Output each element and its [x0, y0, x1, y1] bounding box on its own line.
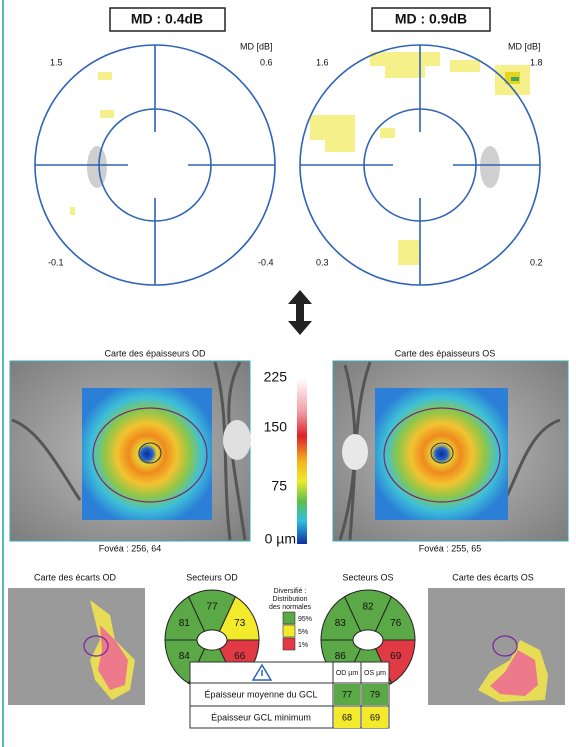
blind-spot [480, 146, 500, 188]
legend: Diversifié : Distribution des normales 9… [269, 588, 312, 650]
sector-value: 69 [390, 651, 402, 662]
sector-value: 66 [234, 651, 246, 662]
md-title: MD : 0.9dB [395, 11, 467, 27]
sector-value: 77 [206, 602, 218, 613]
thickness-map-od: Carte des épaisseurs OD Fovéa : 256, 64 [10, 348, 251, 553]
scale-label: 75 [271, 478, 287, 494]
legend-title: des normales [269, 604, 312, 611]
unit: MD [dB] [240, 41, 273, 51]
fovea: Fovéa : 255, 65 [419, 543, 482, 553]
legend-label: 1% [298, 642, 308, 649]
scale-label: 225 [264, 369, 288, 385]
legend-swatch [283, 638, 295, 650]
quadrant-md: 0.2 [530, 257, 543, 267]
quadrant-md: 0.6 [260, 57, 273, 67]
map-title: Carte des écarts OS [452, 572, 534, 582]
link-arrow [288, 290, 312, 335]
legend-title: Diversifié : [274, 588, 307, 595]
row-label: Épaisseur moyenne du GCL [204, 689, 317, 699]
column-header: OS µm [364, 670, 386, 677]
legend-swatch [283, 625, 295, 637]
visual-field-os: MD : 0.9dB MD [dB] 1.6 1.8 0.3 0.2 [300, 8, 543, 285]
sector-value: 84 [179, 651, 191, 662]
cell-value: 68 [342, 712, 352, 722]
sector-value: 86 [335, 651, 347, 662]
quadrant-md: 1.6 [316, 57, 329, 67]
scale-label: 0 µm [265, 531, 296, 547]
legend-swatch [283, 612, 295, 624]
sector-title: Secteurs OS [342, 572, 393, 582]
quadrant-md: 0.3 [316, 257, 329, 267]
summary-table: OD µm OS µm Épaisseur moyenne du GCL 77 79… [190, 662, 389, 728]
deviation-map-os: Carte des écarts OS [428, 572, 565, 705]
quadrant-md: -0.4 [258, 257, 274, 267]
quadrant-md: 1.5 [50, 57, 63, 67]
color-scale: 225 150 75 0 µm [264, 369, 307, 547]
sector-value: 83 [335, 618, 347, 629]
column-header: OD µm [336, 670, 358, 677]
legend-label: 5% [298, 629, 308, 636]
visual-field-od: MD : 0.4dB MD [dB] 1.5 0.6 -0.1 -0.4 [35, 8, 275, 285]
thickness-map-os: Carte des épaisseurs OS Fovéa : 255, 65 [333, 348, 568, 553]
map-title: Carte des écarts OD [34, 572, 117, 582]
quadrant-md: -0.1 [48, 257, 64, 267]
row-label: Épaisseur GCL minimum [211, 712, 311, 722]
cell-value: 69 [370, 712, 380, 722]
fovea: Fovéa : 256, 64 [99, 543, 162, 553]
defect-patch [511, 77, 519, 81]
unit: MD [dB] [508, 41, 541, 51]
cell-value: 77 [342, 689, 352, 699]
optic-disc [223, 420, 251, 460]
md-title: MD : 0.4dB [131, 11, 203, 27]
sector-title: Secteurs OD [186, 572, 238, 582]
report: MD : 0.4dB MD [dB] 1.5 0.6 -0.1 -0.4 MD … [0, 0, 576, 747]
color-bar [297, 378, 307, 544]
sector-value: 76 [390, 618, 402, 629]
legend-items: 95% 5% 1% [283, 612, 312, 650]
map-title: Carte des épaisseurs OD [104, 348, 206, 358]
scale-label: 150 [264, 419, 288, 435]
legend-title: Distribution [272, 596, 307, 603]
cell-value: 79 [370, 689, 380, 699]
sector-value: 81 [179, 618, 191, 629]
legend-label: 95% [298, 616, 312, 623]
optic-disc [342, 434, 368, 470]
map-title: Carte des épaisseurs OS [395, 348, 496, 358]
deviation-map-od: Carte des écarts OD [8, 572, 145, 705]
quadrant-md: 1.8 [530, 57, 543, 67]
sector-value: 82 [362, 602, 374, 613]
blind-spot [87, 146, 107, 188]
sector-value: 73 [234, 618, 246, 629]
field-grid [35, 45, 275, 285]
